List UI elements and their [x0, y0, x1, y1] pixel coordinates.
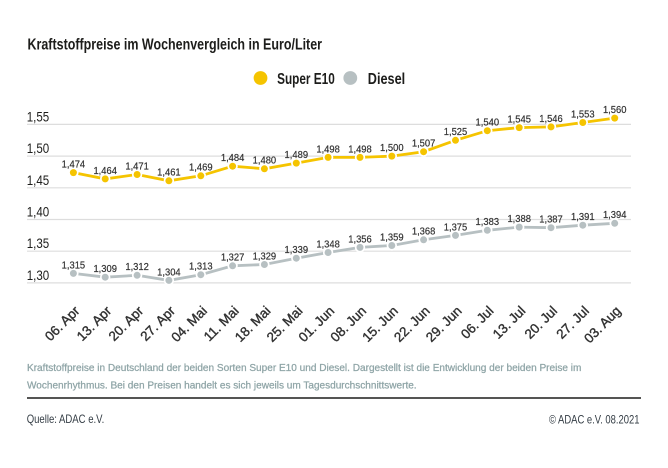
- svg-text:1,35: 1,35: [27, 235, 50, 251]
- svg-text:1,498: 1,498: [316, 144, 340, 155]
- svg-text:1,560: 1,560: [603, 105, 627, 116]
- svg-text:1,469: 1,469: [189, 163, 213, 174]
- svg-text:1,464: 1,464: [93, 166, 117, 177]
- svg-text:1,313: 1,313: [189, 262, 213, 273]
- svg-text:1,489: 1,489: [285, 150, 309, 161]
- svg-text:1,327: 1,327: [221, 253, 245, 264]
- svg-text:1,553: 1,553: [571, 109, 595, 120]
- svg-text:1,356: 1,356: [348, 234, 372, 245]
- svg-text:1,45: 1,45: [27, 172, 50, 188]
- svg-text:1,304: 1,304: [157, 267, 181, 278]
- svg-text:1,388: 1,388: [507, 214, 531, 225]
- svg-text:1,461: 1,461: [157, 168, 181, 179]
- svg-text:1,309: 1,309: [93, 264, 117, 275]
- svg-text:1,359: 1,359: [380, 232, 404, 243]
- svg-text:1,474: 1,474: [62, 160, 86, 171]
- svg-text:1,471: 1,471: [125, 161, 149, 172]
- svg-text:1,540: 1,540: [476, 118, 500, 129]
- svg-text:1,383: 1,383: [476, 217, 500, 228]
- svg-text:1,312: 1,312: [125, 262, 149, 273]
- svg-text:1,507: 1,507: [412, 139, 436, 150]
- svg-text:Quelle: ADAC e.V.: Quelle: ADAC e.V.: [27, 412, 105, 426]
- svg-text:1,394: 1,394: [603, 210, 627, 221]
- svg-text:Wochenrhythmus. Bei den Preise: Wochenrhythmus. Bei den Preisen handelt …: [27, 380, 417, 391]
- svg-text:1,339: 1,339: [285, 245, 309, 256]
- svg-text:1,55: 1,55: [27, 108, 50, 124]
- svg-text:Super E10: Super E10: [277, 71, 335, 88]
- svg-text:1,525: 1,525: [444, 127, 468, 138]
- svg-text:© ADAC e.V. 08.2021: © ADAC e.V. 08.2021: [549, 413, 640, 427]
- svg-text:1,387: 1,387: [539, 215, 563, 226]
- svg-text:1,391: 1,391: [571, 212, 595, 223]
- svg-text:1,500: 1,500: [380, 143, 404, 154]
- svg-text:Kraftstoffpreise im Wochenverg: Kraftstoffpreise im Wochenvergleich in E…: [28, 37, 323, 54]
- svg-text:1,545: 1,545: [507, 115, 531, 126]
- svg-text:1,40: 1,40: [27, 204, 50, 220]
- svg-text:1,484: 1,484: [221, 153, 245, 164]
- svg-text:1,315: 1,315: [62, 260, 86, 271]
- svg-text:1,375: 1,375: [444, 222, 468, 233]
- svg-text:1,329: 1,329: [253, 251, 277, 262]
- svg-text:1,50: 1,50: [27, 140, 50, 156]
- svg-text:1,30: 1,30: [27, 267, 50, 283]
- svg-text:Kraftstoffpreise in Deutschlan: Kraftstoffpreise in Deutschland der beid…: [27, 363, 581, 374]
- svg-text:1,498: 1,498: [348, 144, 372, 155]
- svg-text:1,348: 1,348: [316, 239, 340, 250]
- svg-text:1,480: 1,480: [253, 156, 277, 167]
- svg-text:Diesel: Diesel: [368, 71, 405, 88]
- svg-text:1,368: 1,368: [412, 227, 436, 238]
- svg-text:1,546: 1,546: [539, 114, 563, 125]
